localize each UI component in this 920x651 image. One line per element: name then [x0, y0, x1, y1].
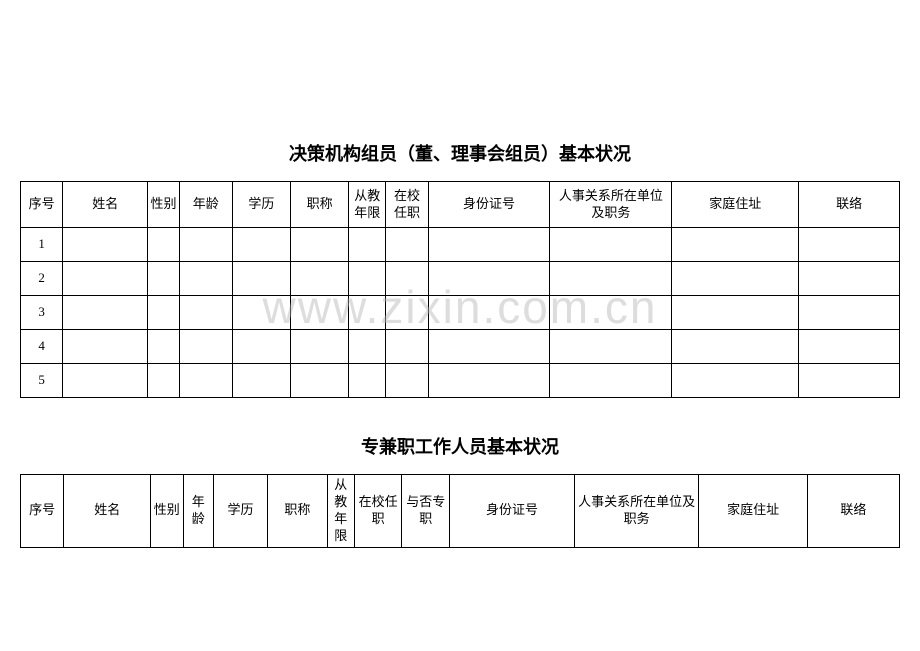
table-cell — [349, 262, 386, 296]
table-cell — [550, 330, 672, 364]
table-cell — [799, 364, 900, 398]
table1-header: 家庭住址 — [672, 182, 799, 228]
table-cell — [386, 296, 428, 330]
table-cell — [550, 296, 672, 330]
table-cell — [672, 330, 799, 364]
table-cell — [291, 262, 349, 296]
table2-header: 从教年限 — [327, 475, 354, 548]
table-cell — [179, 262, 232, 296]
table-row: 5 — [21, 364, 900, 398]
staff-members-table: 序号姓名性别年龄学历职称从教年限在校任职与否专职身份证号人事关系所在单位及职务家… — [20, 474, 900, 548]
table-cell — [386, 228, 428, 262]
table1-header: 职称 — [291, 182, 349, 228]
table-cell — [428, 296, 550, 330]
table-cell: 2 — [21, 262, 63, 296]
table2-header: 身份证号 — [450, 475, 575, 548]
table-cell — [349, 330, 386, 364]
table-cell — [799, 296, 900, 330]
table-cell — [232, 296, 290, 330]
table-row: 1 — [21, 228, 900, 262]
table-cell — [179, 364, 232, 398]
table2-header: 性别 — [151, 475, 184, 548]
table2-header: 与否专职 — [402, 475, 450, 548]
table2-header: 联络 — [807, 475, 899, 548]
table-cell — [428, 228, 550, 262]
table-cell — [179, 228, 232, 262]
table-cell — [291, 364, 349, 398]
table2-header: 年龄 — [183, 475, 213, 548]
table-row: 2 — [21, 262, 900, 296]
table-cell — [232, 364, 290, 398]
table-cell — [349, 228, 386, 262]
table1-header: 性别 — [148, 182, 180, 228]
table1-header: 学历 — [232, 182, 290, 228]
table-row: 3 — [21, 296, 900, 330]
table-cell — [148, 262, 180, 296]
table-cell — [428, 364, 550, 398]
table-cell — [799, 228, 900, 262]
table1-header: 序号 — [21, 182, 63, 228]
table-cell — [799, 262, 900, 296]
table2-header: 学历 — [213, 475, 267, 548]
table-cell — [349, 364, 386, 398]
table-cell — [799, 330, 900, 364]
table-cell — [428, 262, 550, 296]
table-cell — [672, 296, 799, 330]
table-cell — [63, 228, 148, 262]
table2-header: 在校任职 — [354, 475, 402, 548]
table1-header: 人事关系所在单位及职务 — [550, 182, 672, 228]
table-cell — [386, 364, 428, 398]
table-cell: 5 — [21, 364, 63, 398]
table1-header: 联络 — [799, 182, 900, 228]
table-cell — [148, 228, 180, 262]
table-cell — [550, 262, 672, 296]
table-cell — [550, 364, 672, 398]
table2-header: 序号 — [21, 475, 64, 548]
table-cell — [63, 330, 148, 364]
table-cell: 1 — [21, 228, 63, 262]
table-row: 4 — [21, 330, 900, 364]
table-cell — [179, 296, 232, 330]
table1-header: 身份证号 — [428, 182, 550, 228]
table-cell — [63, 262, 148, 296]
table-cell — [63, 296, 148, 330]
table-cell — [386, 330, 428, 364]
table-cell — [550, 228, 672, 262]
table2-header: 姓名 — [64, 475, 151, 548]
table-cell — [291, 330, 349, 364]
table1-title: 决策机构组员（董、理事会组员）基本状况 — [20, 140, 900, 166]
table-cell — [232, 228, 290, 262]
table2-header: 家庭住址 — [699, 475, 807, 548]
table-cell — [672, 228, 799, 262]
table-cell — [428, 330, 550, 364]
table-cell — [148, 364, 180, 398]
table-cell — [672, 364, 799, 398]
table-cell — [349, 296, 386, 330]
table-cell: 3 — [21, 296, 63, 330]
decision-members-table: 序号姓名性别年龄学历职称从教年限在校任职身份证号人事关系所在单位及职务家庭住址联… — [20, 181, 900, 398]
table2-header: 人事关系所在单位及职务 — [574, 475, 699, 548]
table1-header: 姓名 — [63, 182, 148, 228]
table1-header: 从教年限 — [349, 182, 386, 228]
table2-title: 专兼职工作人员基本状况 — [20, 433, 900, 459]
table-cell — [63, 364, 148, 398]
table-cell — [232, 262, 290, 296]
table-cell: 4 — [21, 330, 63, 364]
table-cell — [291, 228, 349, 262]
table1-header: 年龄 — [179, 182, 232, 228]
table-cell — [232, 330, 290, 364]
table-cell — [148, 296, 180, 330]
table-cell — [672, 262, 799, 296]
table-cell — [179, 330, 232, 364]
table-cell — [148, 330, 180, 364]
table-cell — [291, 296, 349, 330]
table2-header: 职称 — [268, 475, 328, 548]
table1-header: 在校任职 — [386, 182, 428, 228]
table-cell — [386, 262, 428, 296]
